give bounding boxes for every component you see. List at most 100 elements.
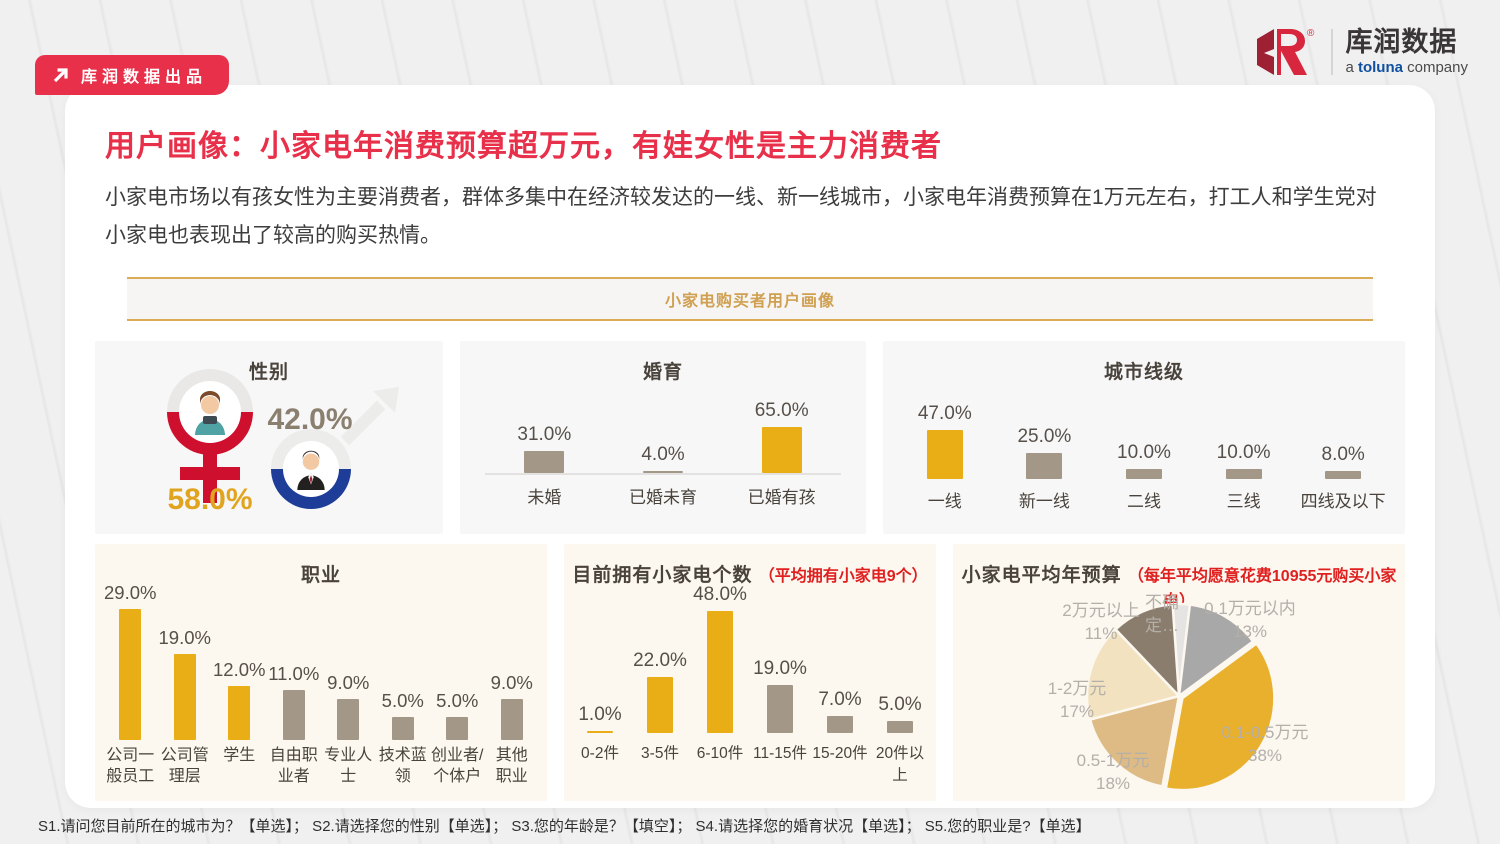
bar-column-occupation-3: 11.0%: [267, 663, 322, 740]
bar-category-count-4: 15-20件: [812, 745, 868, 763]
bar-value-occupation-3: 11.0%: [268, 663, 320, 685]
bar-column-marriage-1: 4.0%: [604, 444, 723, 474]
bar-column-city-0: 47.0%: [895, 403, 995, 480]
bar-category-count-1: 3-5件: [641, 745, 679, 763]
bar-column-count-4: 7.0%: [810, 689, 870, 734]
survey-questions-footnote: S1.请问您目前所在的城市为？【单选】； S2.请选择您的性别【单选】； S3.…: [38, 818, 1091, 835]
publisher-ribbon-label: 库润数据出品: [81, 69, 208, 86]
bar-category-marriage-0: 未婚: [527, 488, 562, 508]
count-chart-note: （平均拥有小家电9个）: [758, 568, 928, 586]
logo-brand-name: 库润数据: [1345, 26, 1458, 57]
bar-value-count-2: 48.0%: [693, 584, 747, 606]
bar-value-occupation-0: 29.0%: [104, 582, 157, 604]
bar-category-city-2: 二线: [1126, 492, 1161, 512]
logo-divider: [1331, 29, 1334, 75]
bar-column-city-1: 25.0%: [995, 426, 1095, 480]
pie-slice-4: [1085, 628, 1181, 722]
city-bar-chart: 47.0% 25.0% 10.0% 10.0% 8.0% 一线 新一线 二线 三线 四线及以下: [883, 387, 1405, 534]
count-bar-chart: 1.0% 22.0% 48.0% 19.0% 7.0% 5.0% 0-2件 3-5件 6-10件…: [564, 565, 936, 801]
occupation-chart-title: 职业: [300, 565, 341, 587]
bar-category-occupation-1: 公司管 理层: [160, 746, 209, 785]
bar-city-2: [1125, 468, 1162, 480]
bar-occupation-5: [391, 717, 414, 740]
section-banner: 小家电购买者用户画像: [127, 277, 1373, 322]
bar-occupation-6: [446, 717, 469, 740]
bar-value-occupation-4: 9.0%: [327, 672, 370, 694]
bar-value-city-4: 8.0%: [1321, 443, 1365, 465]
pie-label-0: 不确定…: [1145, 593, 1179, 636]
gender-chart-title: 性别: [248, 362, 289, 384]
count-chart-title: 目前拥有小家电个数 （平均拥有小家电9个）: [572, 565, 928, 587]
bar-count-3: [767, 685, 793, 734]
bar-category-marriage-2: 已婚有孩: [747, 488, 816, 508]
bar-occupation-3: [282, 690, 305, 740]
bar-city-1: [1026, 452, 1063, 480]
bar-category-count-5: 20件以上: [875, 745, 925, 785]
bar-column-count-5: 5.0%: [870, 694, 930, 734]
bar-marriage-2: [761, 426, 802, 474]
bar-value-marriage-2: 65.0%: [754, 399, 809, 421]
page-title: 用户画像：小家电年消费预算超万元，有娃女性是主力消费者: [105, 130, 942, 163]
bar-column-city-2: 10.0%: [1094, 442, 1194, 480]
bar-column-count-0: 1.0%: [570, 704, 630, 734]
city-chart-title: 城市线级: [1103, 362, 1184, 384]
page-subtitle: 小家电市场以有孩女性为主要消费者，群体多集中在经济较发达的一线、新一线城市，小家…: [105, 186, 1377, 248]
logo-names: 库润数据 a toluna company: [1345, 26, 1468, 76]
bar-value-count-1: 22.0%: [633, 650, 687, 672]
bar-value-count-4: 7.0%: [818, 688, 862, 710]
pie-label-3: 0.5-1万元 18%: [1076, 751, 1150, 794]
bar-category-city-0: 一线: [927, 492, 962, 512]
male-share-value: 42.0%: [267, 403, 353, 437]
bar-value-occupation-5: 5.0%: [381, 690, 424, 712]
bar-column-occupation-6: 5.0%: [430, 690, 485, 740]
bar-value-occupation-2: 12.0%: [213, 658, 266, 680]
publisher-ribbon: 库润数据出品: [35, 55, 230, 95]
bar-category-occupation-6: 创业者/ 个体户: [431, 746, 484, 785]
pie-label-5: 2万元以上 11%: [1062, 601, 1140, 644]
bar-category-occupation-3: 自由职 业者: [269, 746, 318, 785]
toluna-wordmark: toluna: [1357, 58, 1403, 76]
panel-marriage: 婚育 31.0% 4.0% 65.0% 未婚 已婚未育 已婚有孩: [460, 341, 866, 535]
svg-text:®: ®: [1307, 28, 1315, 39]
bar-city-4: [1325, 470, 1362, 480]
bar-column-count-2: 48.0%: [690, 584, 750, 734]
budget-pie-svg: [1085, 603, 1276, 792]
panel-gender: 性别: [95, 341, 443, 535]
bar-value-city-1: 25.0%: [1017, 425, 1072, 447]
bar-column-city-4: 8.0%: [1293, 443, 1393, 480]
bar-city-0: [926, 429, 963, 480]
pie-slice-2: [1164, 642, 1276, 792]
marriage-bar-chart: 31.0% 4.0% 65.0% 未婚 已婚未育 已婚有孩: [460, 389, 866, 534]
bar-occupation-7: [500, 699, 523, 740]
bar-column-marriage-2: 65.0%: [722, 400, 841, 474]
bar-occupation-2: [228, 685, 251, 740]
male-arrow-icon: [333, 379, 403, 454]
charts-row-2: 职业 29.0% 19.0% 12.0% 11.0% 9.0% 5.0% 5.0% 9.0% 公…: [95, 544, 1405, 802]
bar-category-occupation-4: 专业人 士: [324, 746, 373, 785]
bar-value-marriage-0: 31.0%: [517, 424, 572, 446]
bar-value-occupation-7: 9.0%: [490, 672, 533, 694]
bar-value-occupation-1: 19.0%: [158, 627, 211, 649]
pie-slice-1: [1177, 603, 1255, 698]
bar-count-0: [587, 730, 613, 734]
occupation-bar-chart: 29.0% 19.0% 12.0% 11.0% 9.0% 5.0% 5.0% 9.0% 公司一 …: [95, 562, 547, 802]
bar-column-occupation-0: 29.0%: [103, 582, 158, 740]
bar-count-1: [647, 677, 673, 734]
bar-category-count-3: 11-15件: [753, 745, 807, 763]
bar-column-occupation-7: 9.0%: [485, 672, 540, 740]
bar-column-occupation-4: 9.0%: [321, 672, 376, 740]
bar-occupation-4: [337, 699, 360, 740]
bar-category-marriage-1: 已婚未育: [629, 488, 697, 508]
bar-value-count-0: 1.0%: [578, 703, 622, 725]
bar-value-count-5: 5.0%: [878, 693, 922, 715]
bar-category-city-3: 三线: [1226, 492, 1261, 512]
bar-category-occupation-5: 技术蓝 领: [378, 746, 427, 785]
panel-occupation: 职业 29.0% 19.0% 12.0% 11.0% 9.0% 5.0% 5.0% 9.0% 公…: [95, 544, 547, 802]
male-avatar: [283, 441, 339, 498]
section-banner-label: 小家电购买者用户画像: [664, 293, 835, 311]
pie-slice-5: [1114, 603, 1181, 698]
female-symbol-cross: [167, 451, 253, 507]
bar-column-occupation-5: 5.0%: [376, 690, 431, 740]
bar-column-count-1: 22.0%: [630, 650, 690, 734]
panel-budget: 小家电平均年预算 （每年平均愿意花费10955元购买小家电） 不确定… 0.1万元…: [953, 544, 1405, 802]
